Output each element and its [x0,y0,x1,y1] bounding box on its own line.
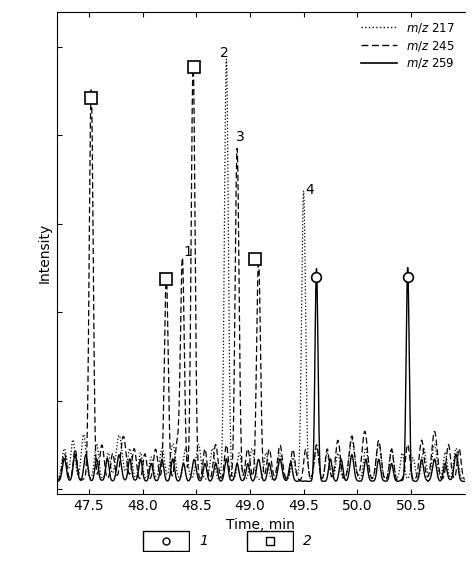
Legend: $m/z$ 217, $m/z$ 245, $m/z$ 259: $m/z$ 217, $m/z$ 245, $m/z$ 259 [358,17,459,74]
X-axis label: Time, min: Time, min [226,518,295,532]
Text: 1: 1 [199,534,208,548]
Text: 2: 2 [220,46,228,60]
Y-axis label: Intensity: Intensity [37,223,51,283]
Text: 4: 4 [306,184,315,198]
Text: 1: 1 [183,245,192,259]
Text: 2: 2 [303,534,312,548]
Text: 3: 3 [236,130,245,144]
